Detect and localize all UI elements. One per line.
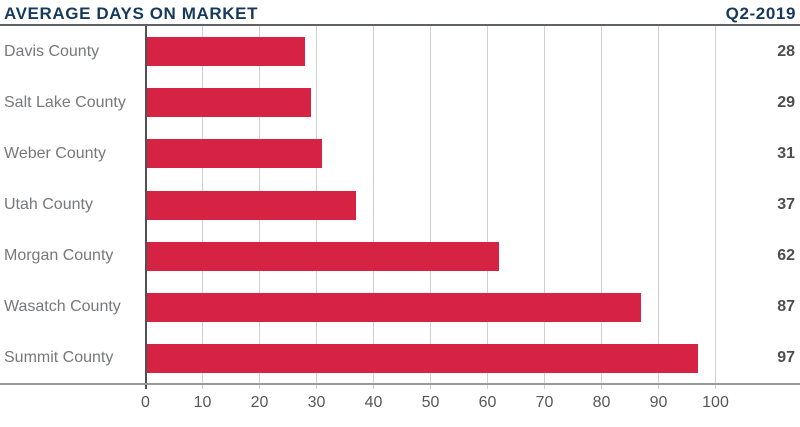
- gridline-x-100: [715, 26, 716, 389]
- x-tick-label-50: 50: [421, 394, 440, 411]
- gridline-x-60: [487, 26, 488, 389]
- chart-header: AVERAGE DAYS ON MARKET Q2-2019: [0, 0, 800, 26]
- bar-morgan-county: [146, 241, 499, 271]
- bar-summit-county: [146, 343, 699, 373]
- chart-title: AVERAGE DAYS ON MARKET: [4, 4, 259, 23]
- x-tick-label-80: 80: [592, 394, 611, 411]
- value-label-morgan-county: 62: [777, 247, 795, 265]
- category-label-weber-county: Weber County: [4, 144, 106, 162]
- x-tick-label-20: 20: [250, 394, 269, 411]
- category-label-salt-lake-county: Salt Lake County: [4, 93, 126, 111]
- value-label-salt-lake-county: 29: [777, 93, 795, 111]
- category-label-davis-county: Davis County: [4, 42, 100, 60]
- category-label-wasatch-county: Wasatch County: [4, 298, 121, 316]
- value-label-utah-county: 37: [777, 195, 795, 213]
- gridline-x-50: [430, 26, 431, 389]
- bar-salt-lake-county: [146, 88, 311, 118]
- value-label-summit-county: 97: [777, 349, 795, 367]
- bar-utah-county: [146, 190, 357, 220]
- category-label-morgan-county: Morgan County: [4, 247, 114, 265]
- x-tick-label-30: 30: [307, 394, 326, 411]
- bar-davis-county: [146, 37, 306, 67]
- chart-quarter-label: Q2-2019: [725, 4, 796, 23]
- x-tick-label-40: 40: [364, 394, 383, 411]
- value-label-weber-county: 31: [777, 144, 795, 162]
- gridline-x-40: [373, 26, 374, 389]
- x-axis-line: [0, 383, 800, 385]
- x-tick-label-100: 100: [702, 394, 729, 411]
- x-tick-label-70: 70: [535, 394, 554, 411]
- bar-wasatch-county: [146, 292, 642, 322]
- x-tick-label-90: 90: [649, 394, 668, 411]
- value-label-davis-county: 28: [777, 42, 795, 60]
- gridline-x-70: [544, 26, 545, 389]
- x-tick-label-0: 0: [141, 394, 150, 411]
- category-label-summit-county: Summit County: [4, 349, 114, 367]
- gridline-x-80: [601, 26, 602, 389]
- bar-weber-county: [146, 139, 323, 169]
- x-tick-label-10: 10: [193, 394, 212, 411]
- y-axis-line: [144, 26, 147, 389]
- category-label-utah-county: Utah County: [4, 195, 93, 213]
- value-label-wasatch-county: 87: [777, 298, 795, 316]
- gridline-x-90: [658, 26, 659, 389]
- x-tick-label-60: 60: [478, 394, 497, 411]
